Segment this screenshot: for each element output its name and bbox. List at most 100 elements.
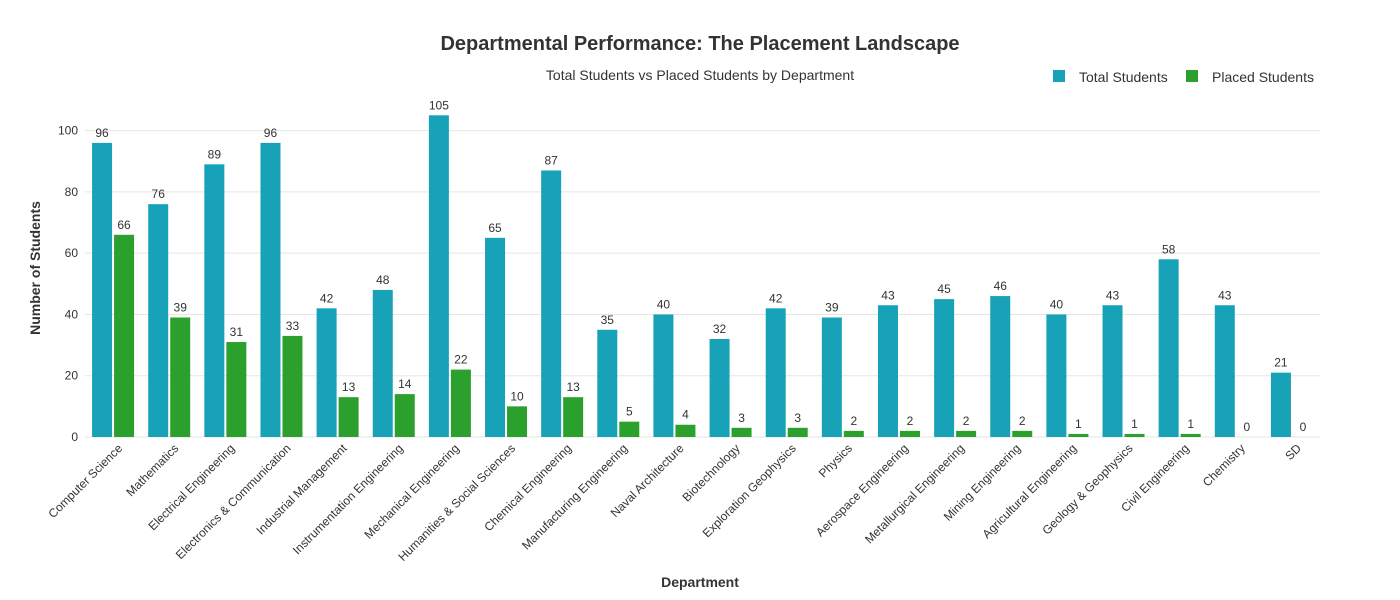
- data-label-total-students-metallurgical-engineering: 45: [937, 282, 951, 296]
- bar-placed-students-agricultural-engineering[interactable]: [1068, 433, 1089, 437]
- data-label-total-students-geology-geophysics: 43: [1106, 288, 1120, 302]
- data-label-total-students-mechanical-engineering: 105: [429, 98, 449, 112]
- bar-placed-students-biotechnology[interactable]: [731, 427, 752, 437]
- bar-placed-students-geology-geophysics[interactable]: [1124, 433, 1145, 437]
- bar-total-students-chemistry[interactable]: [1214, 305, 1235, 437]
- bar-placed-students-mechanical-engineering[interactable]: [450, 369, 471, 437]
- data-label-placed-students-exploration-geophysics: 3: [794, 411, 801, 425]
- bar-placed-students-industrial-management[interactable]: [338, 397, 359, 437]
- x-tick-label: Exploration Geophysics: [700, 441, 799, 540]
- y-tick-label: 20: [65, 369, 79, 383]
- data-label-placed-students-naval-architecture: 4: [682, 408, 689, 422]
- legend-swatch-total-students: [1053, 70, 1065, 82]
- bar-total-students-instrumentation-engineering[interactable]: [372, 289, 393, 437]
- bar-placed-students-civil-engineering[interactable]: [1180, 433, 1201, 437]
- data-label-total-students-manufacturing-engineering: 35: [601, 313, 615, 327]
- y-tick-label: 40: [65, 307, 79, 321]
- bar-placed-students-instrumentation-engineering[interactable]: [394, 394, 415, 437]
- data-label-placed-students-instrumentation-engineering: 14: [398, 377, 412, 391]
- bar-total-students-mechanical-engineering[interactable]: [428, 115, 449, 438]
- data-label-total-students-exploration-geophysics: 42: [769, 291, 783, 305]
- bar-total-students-manufacturing-engineering[interactable]: [597, 329, 618, 437]
- bar-total-students-agricultural-engineering[interactable]: [1046, 314, 1067, 437]
- x-tick-label: Instrumentation Engineering: [290, 441, 406, 557]
- x-tick-label: Computer Science: [45, 441, 125, 521]
- legend-item-total-students[interactable]: Total Students: [1053, 69, 1168, 85]
- bar-placed-students-mathematics[interactable]: [170, 317, 191, 437]
- bar-placed-students-manufacturing-engineering[interactable]: [619, 421, 640, 437]
- x-tick-label: Physics: [816, 441, 855, 480]
- bar-placed-students-naval-architecture[interactable]: [675, 424, 696, 437]
- data-label-placed-students-humanities-social-sciences: 10: [510, 389, 524, 403]
- data-label-placed-students-mining-engineering: 2: [1019, 414, 1026, 428]
- bars: [92, 115, 1291, 438]
- data-label-placed-students-mechanical-engineering: 22: [454, 353, 468, 367]
- bar-total-students-sd[interactable]: [1270, 372, 1291, 437]
- y-tick-label: 0: [71, 430, 78, 444]
- legend-swatch-placed-students: [1186, 70, 1198, 82]
- data-label-placed-students-manufacturing-engineering: 5: [626, 405, 633, 419]
- y-tick-label: 80: [65, 185, 79, 199]
- bar-total-students-geology-geophysics[interactable]: [1102, 305, 1123, 437]
- data-label-placed-students-electronics-communication: 33: [286, 319, 300, 333]
- bar-total-students-humanities-social-sciences[interactable]: [485, 237, 506, 437]
- x-tick-label: Agricultural Engineering: [980, 441, 1080, 541]
- legend-label-placed-students: Placed Students: [1212, 69, 1314, 85]
- bar-placed-students-electrical-engineering[interactable]: [226, 342, 247, 437]
- legend-item-placed-students[interactable]: Placed Students: [1186, 69, 1314, 85]
- bar-total-students-mathematics[interactable]: [148, 204, 169, 437]
- data-label-placed-students-geology-geophysics: 1: [1131, 417, 1138, 431]
- x-tick-label: Humanities & Social Sciences: [396, 441, 519, 564]
- bar-total-students-naval-architecture[interactable]: [653, 314, 674, 437]
- data-label-placed-students-agricultural-engineering: 1: [1075, 417, 1082, 431]
- bar-total-students-biotechnology[interactable]: [709, 338, 730, 437]
- chart-title: Departmental Performance: The Placement …: [440, 33, 959, 55]
- bar-total-students-electronics-communication[interactable]: [260, 142, 281, 437]
- data-label-placed-students-aerospace-engineering: 2: [907, 414, 914, 428]
- data-label-total-students-chemistry: 43: [1218, 288, 1232, 302]
- bar-total-students-industrial-management[interactable]: [316, 308, 337, 437]
- data-label-total-students-electronics-communication: 96: [264, 126, 278, 140]
- bar-total-students-electrical-engineering[interactable]: [204, 164, 225, 437]
- data-label-placed-students-electrical-engineering: 31: [230, 325, 244, 339]
- bar-placed-students-metallurgical-engineering[interactable]: [956, 430, 977, 437]
- x-tick-label: Biotechnology: [679, 441, 742, 504]
- x-tick-label: Aerospace Engineering: [813, 441, 911, 539]
- data-label-placed-students-metallurgical-engineering: 2: [963, 414, 970, 428]
- bar-total-students-aerospace-engineering[interactable]: [877, 305, 898, 437]
- bar-placed-students-computer-science[interactable]: [114, 234, 135, 437]
- bar-total-students-chemical-engineering[interactable]: [541, 170, 562, 438]
- bar-total-students-civil-engineering[interactable]: [1158, 259, 1179, 437]
- bar-total-students-physics[interactable]: [821, 317, 842, 437]
- bar-total-students-exploration-geophysics[interactable]: [765, 308, 786, 437]
- bar-placed-students-exploration-geophysics[interactable]: [787, 427, 808, 437]
- data-label-placed-students-chemical-engineering: 13: [566, 380, 580, 394]
- bar-placed-students-aerospace-engineering[interactable]: [899, 430, 920, 437]
- data-label-total-students-civil-engineering: 58: [1162, 242, 1176, 256]
- bar-total-students-mining-engineering[interactable]: [990, 296, 1011, 437]
- bar-placed-students-humanities-social-sciences[interactable]: [507, 406, 528, 437]
- bar-placed-students-physics[interactable]: [843, 430, 864, 437]
- x-axis-title: Department: [661, 574, 739, 590]
- bar-placed-students-electronics-communication[interactable]: [282, 335, 303, 437]
- bar-placed-students-mining-engineering[interactable]: [1012, 430, 1033, 437]
- bar-total-students-metallurgical-engineering[interactable]: [934, 299, 955, 437]
- data-label-total-students-industrial-management: 42: [320, 291, 334, 305]
- legend-label-total-students: Total Students: [1079, 69, 1168, 85]
- data-label-placed-students-industrial-management: 13: [342, 380, 356, 394]
- legend: Total Students Placed Students: [1053, 69, 1314, 85]
- data-label-total-students-humanities-social-sciences: 65: [488, 221, 502, 235]
- x-tick-label: Metallurgical Engineering: [862, 441, 967, 546]
- data-label-total-students-electrical-engineering: 89: [208, 147, 222, 161]
- data-label-total-students-sd: 21: [1274, 356, 1288, 370]
- x-tick-label: Electronics & Communication: [173, 441, 294, 562]
- chart-subtitle: Total Students vs Placed Students by Dep…: [546, 67, 854, 83]
- data-label-total-students-physics: 39: [825, 301, 839, 315]
- data-label-total-students-mining-engineering: 46: [994, 279, 1008, 293]
- y-tick-label: 100: [58, 124, 78, 138]
- bar-placed-students-chemical-engineering[interactable]: [563, 397, 584, 437]
- data-label-placed-students-computer-science: 66: [117, 218, 131, 232]
- bar-total-students-computer-science[interactable]: [92, 142, 113, 437]
- data-labels: 9666763989319633421348141052265108713355…: [95, 98, 1306, 434]
